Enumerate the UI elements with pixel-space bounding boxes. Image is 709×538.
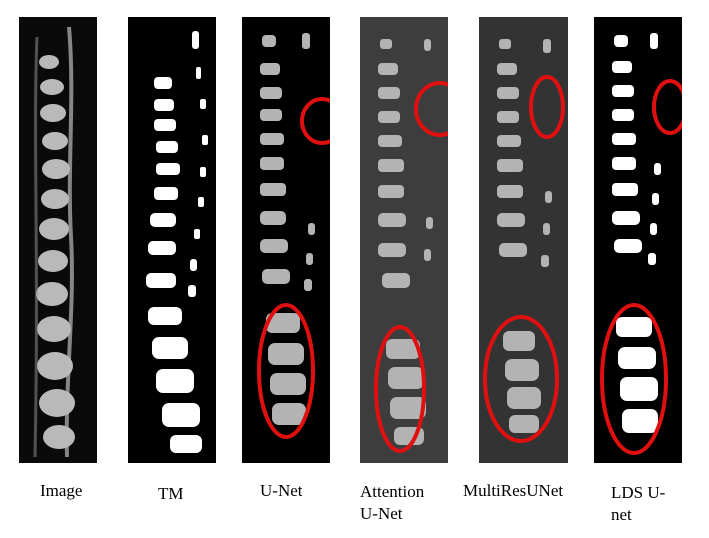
label-attention-unet-line2: U-Net (360, 504, 403, 523)
label-multiresunet-line1: MultiResUNet (463, 481, 564, 500)
label-lds-unet-line2: net (611, 505, 632, 524)
label-attention-unet-line1: Attention (360, 482, 425, 501)
unet-mask (242, 17, 330, 463)
attention-unet-mask (360, 17, 448, 463)
multiresunet-mask (479, 17, 568, 463)
panel-multiresunet (479, 17, 568, 463)
mri-image (19, 17, 97, 463)
label-image-line1: Image (40, 481, 83, 500)
highlight-ellipse-lower (374, 325, 426, 453)
highlight-ellipse-upper (414, 81, 448, 137)
highlight-ellipse-upper (529, 75, 565, 139)
highlight-ellipse-lower (483, 315, 559, 443)
highlight-ellipse-upper (300, 97, 330, 145)
highlight-ellipse-lower (257, 303, 315, 439)
panel-tm (128, 17, 216, 463)
label-lds-unet-line1: LDS U- (611, 483, 666, 502)
label-lds-unet: LDS U- net (611, 482, 665, 526)
label-unet: U-Net (260, 480, 302, 502)
tm-mask (128, 17, 216, 463)
label-tm-line1: TM (158, 484, 184, 503)
label-tm: TM (158, 483, 184, 505)
label-attention-unet: Attention U-Net (360, 481, 424, 525)
label-image: Image (40, 480, 82, 502)
label-multiresunet: MultiResUNet (463, 480, 563, 502)
highlight-ellipse-lower (600, 303, 668, 455)
label-unet-line1: U-Net (260, 481, 303, 500)
panel-attention-unet (360, 17, 448, 463)
highlight-ellipse-upper (652, 79, 682, 135)
panel-unet (242, 17, 330, 463)
lds-unet-mask (594, 17, 682, 463)
panel-lds-unet (594, 17, 682, 463)
panel-image (19, 17, 97, 463)
